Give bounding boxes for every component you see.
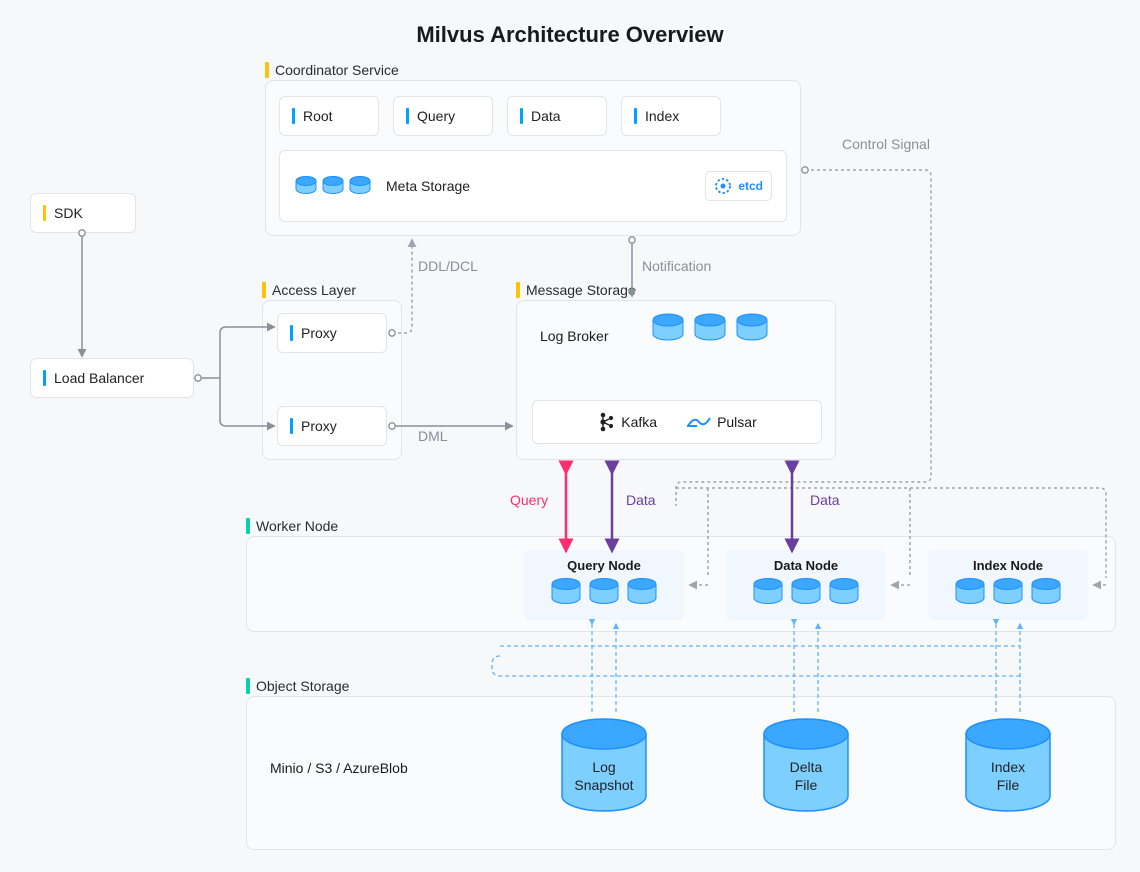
worker-label: Worker Node (246, 518, 338, 534)
load-balancer-node: Load Balancer (30, 358, 194, 398)
root-label: Root (303, 108, 333, 124)
svg-text:Delta: Delta (790, 759, 823, 775)
log-broker-cyls (650, 312, 770, 344)
object-label: Object Storage (246, 678, 349, 694)
page-title: Milvus Architecture Overview (0, 22, 1140, 48)
svg-text:File: File (795, 777, 818, 793)
svg-text:Index: Index (991, 759, 1025, 775)
svg-text:Snapshot: Snapshot (574, 777, 633, 793)
notif-label: Notification (642, 258, 711, 274)
svg-text:File: File (997, 777, 1020, 793)
sdk-node: SDK (30, 193, 136, 233)
data-node-title: Data Node (726, 550, 886, 573)
index-file-cyl: Index File (958, 716, 1058, 831)
access-label: Access Layer (262, 282, 356, 298)
proxy2-label: Proxy (301, 418, 337, 434)
coordinator-label: Coordinator Service (265, 62, 399, 78)
accent-bar (43, 370, 46, 386)
delta-file-cyl: Delta File (756, 716, 856, 831)
pulsar-icon (687, 414, 711, 430)
query-node-title: Query Node (524, 550, 684, 573)
proxy1-label: Proxy (301, 325, 337, 341)
log-broker-label: Log Broker (540, 328, 608, 344)
query-node: Query Node (524, 550, 684, 620)
meta-label: Meta Storage (386, 178, 470, 194)
log-snapshot-cyl: Log Snapshot (554, 716, 654, 831)
query-label: Query (417, 108, 455, 124)
index-coord-node: Index (621, 96, 721, 136)
data2-arrow-label: Data (810, 492, 840, 508)
query-coord-node: Query (393, 96, 493, 136)
dml-label: DML (418, 428, 448, 444)
meta-cyl-row (294, 175, 372, 197)
ddl-label: DDL/DCL (418, 258, 478, 274)
root-node: Root (279, 96, 379, 136)
gear-icon (714, 177, 732, 195)
index-node-title: Index Node (928, 550, 1088, 573)
proxy-1-node: Proxy (277, 313, 387, 353)
kafka-icon (597, 412, 615, 432)
providers-label: Minio / S3 / AzureBlob (270, 760, 408, 776)
data-label: Data (531, 108, 561, 124)
sdk-label: SDK (54, 205, 83, 221)
accent-bar (43, 205, 46, 221)
data-node: Data Node (726, 550, 886, 620)
message-label: Message Storage (516, 282, 636, 298)
query-arrow-label: Query (510, 492, 548, 508)
index-label: Index (645, 108, 679, 124)
proxy-2-node: Proxy (277, 406, 387, 446)
ctrl-label: Control Signal (842, 136, 930, 152)
lb-label: Load Balancer (54, 370, 144, 386)
svg-text:Log: Log (592, 759, 615, 775)
index-node: Index Node (928, 550, 1088, 620)
data-coord-node: Data (507, 96, 607, 136)
meta-storage-node: Meta Storage etcd (279, 150, 787, 222)
kafka-pulsar-row: Kafka Pulsar (532, 400, 822, 444)
data1-arrow-label: Data (626, 492, 656, 508)
etcd-badge: etcd (705, 171, 772, 201)
